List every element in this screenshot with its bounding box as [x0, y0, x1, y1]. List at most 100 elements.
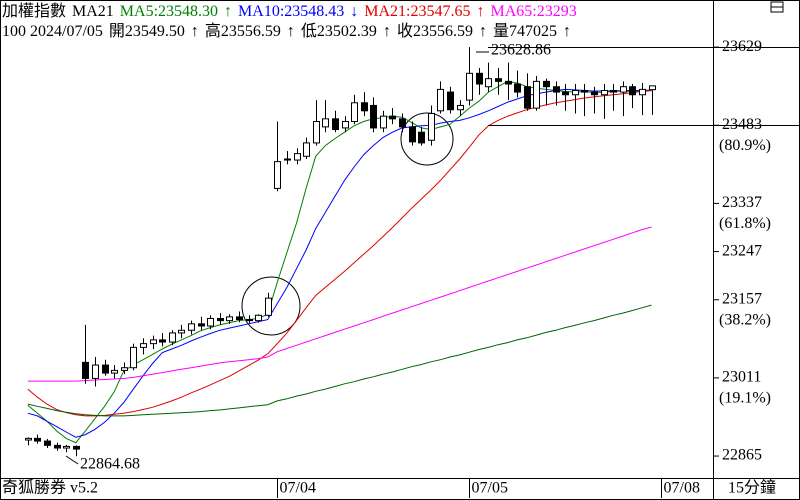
candle-body [255, 314, 262, 322]
candle-body [207, 317, 214, 327]
candle-body [533, 80, 540, 109]
header-item: MA65:23293 [491, 3, 577, 20]
candle-body [226, 316, 233, 322]
candle-body [476, 72, 483, 85]
candle-body [572, 89, 579, 96]
candle-body [601, 89, 608, 96]
candle-body [457, 104, 464, 111]
candle-body [495, 78, 502, 82]
y-tick-label: 23629 [722, 38, 762, 55]
app-name: 奇狐勝券 v5.2 [2, 479, 98, 497]
period[interactable]: 15分鐘 [728, 479, 776, 497]
candle-body [485, 78, 492, 88]
candle-body [361, 102, 368, 112]
fib-label: (19.1%) [719, 390, 771, 407]
candle-body [178, 329, 185, 334]
header-item: ↑ [287, 23, 295, 40]
candle-body [130, 346, 137, 369]
candle-body [44, 440, 51, 446]
candle-body [159, 339, 166, 343]
y-tick-label: 22865 [722, 447, 762, 464]
candle-body [54, 444, 61, 449]
annotation-leader [65, 455, 79, 465]
header-item: MA5:23548.30 [120, 3, 218, 20]
x-tick-label: 07/04 [280, 480, 316, 497]
candle-body [102, 364, 109, 374]
header-item: ↑ [383, 23, 391, 40]
highlight-circle [400, 112, 454, 166]
header-item: ↑ [479, 23, 487, 40]
header-item: MA10:23548.43 [238, 3, 344, 20]
header-item: ↑ [224, 3, 232, 20]
header-item: ↑ [191, 23, 199, 40]
header-item: 收23556.59 [397, 22, 473, 40]
header-item: 開23549.50 [109, 23, 185, 40]
candle-body [236, 316, 243, 321]
y-tick-label: 23011 [722, 369, 761, 386]
header-item: MA21 [72, 3, 114, 20]
candle-body [610, 89, 617, 93]
candle-body [351, 102, 358, 123]
ma-line [27, 226, 652, 382]
candle-body [562, 91, 569, 96]
candle-body [639, 88, 646, 96]
candle-body [294, 153, 301, 161]
fib-label: (80.9%) [719, 137, 771, 154]
candle-body [505, 80, 512, 85]
header-item: 加權指數 [2, 2, 66, 20]
candle-body [418, 131, 425, 144]
plot [25, 47, 656, 457]
header-item: ↓ [350, 3, 358, 20]
candle-body [370, 104, 377, 129]
header-item: 高23556.59 [205, 22, 281, 40]
candle-body [92, 364, 99, 379]
header-line: 100 2024/07/05 開23549.50 ↑ 高23556.59 ↑ 低23502… [2, 22, 571, 40]
candle-body [169, 332, 176, 343]
candle-body [313, 121, 320, 144]
candle-body [342, 121, 349, 129]
y-tick-label: 23247 [722, 242, 762, 259]
candle-body [82, 361, 89, 379]
high-annotation: 23628.86 [491, 42, 551, 59]
header-item: 低23502.39 [301, 22, 377, 40]
y-tick-label: 23157 [722, 290, 762, 307]
candle-body [284, 158, 291, 161]
candle-body [25, 437, 32, 441]
candle-body [409, 126, 416, 143]
candle-body [140, 343, 147, 348]
header-item: ↑ [477, 3, 485, 20]
low-annotation: 22864.68 [80, 456, 140, 473]
y-tick-label: 23337 [722, 194, 762, 211]
candle-body [332, 118, 339, 131]
candle-body [274, 161, 281, 189]
candle-body [265, 297, 272, 316]
highlight-circle [241, 276, 301, 336]
ma-line [27, 304, 652, 417]
x-tick-label: 07/05 [472, 480, 508, 497]
candle-body [303, 142, 310, 157]
candle-body [399, 118, 406, 128]
candle-body [150, 339, 157, 345]
candle-body [649, 85, 656, 91]
x-tick-label: 07/08 [664, 480, 700, 497]
candle-body [437, 88, 444, 112]
candle-body [428, 112, 435, 141]
candle-body [514, 83, 521, 93]
header-line: 加權指數 MA21 MA5:23548.30 ↑ MA10:23548.43 ↓ MA21:… [2, 2, 577, 20]
header-item: 量747025 [493, 23, 557, 40]
candle-body [63, 445, 70, 449]
candle-body [466, 72, 473, 101]
candle-body [553, 86, 560, 93]
ma-line [27, 88, 652, 438]
candle-body [73, 445, 80, 450]
candle-body [121, 367, 128, 371]
candle-body [217, 317, 224, 322]
candle-body [188, 323, 195, 331]
candle-body [380, 115, 387, 129]
candle-body [543, 80, 550, 88]
ma-line [27, 90, 652, 417]
candle-body [620, 86, 627, 93]
y-tick-label: 23483 [722, 116, 762, 133]
